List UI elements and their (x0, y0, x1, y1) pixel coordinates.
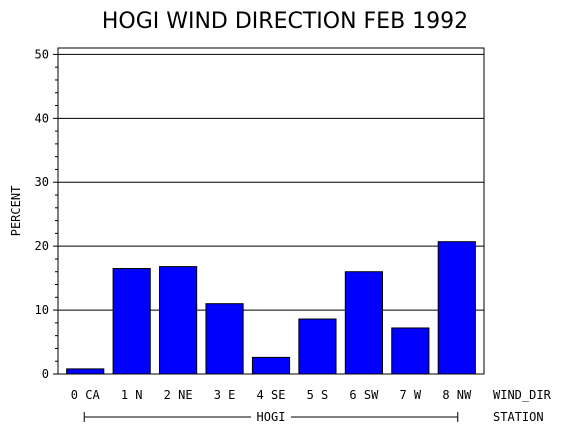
station-group-label: HOGI (257, 410, 286, 424)
bar (251, 356, 291, 375)
station-group-axis (83, 412, 459, 422)
bar (159, 266, 198, 375)
station-axis-label: STATION (493, 410, 544, 424)
x-tick-label: 0 CA (71, 388, 101, 402)
x-axis-label: WIND_DIR (493, 388, 552, 402)
bars (66, 241, 476, 375)
y-axis: 0 10 20 30 40 50 (35, 47, 58, 381)
x-tick-label: 8 NW (442, 388, 472, 402)
bar (66, 368, 105, 375)
bar (112, 268, 151, 375)
y-tick-label: 50 (35, 47, 49, 61)
y-tick-label: 40 (35, 111, 49, 125)
bar (344, 271, 383, 375)
y-axis-label: PERCENT (9, 186, 23, 237)
gridlines (58, 53, 484, 311)
bar (298, 318, 337, 375)
y-tick-label: 20 (35, 239, 49, 253)
y-tick-label: 0 (42, 367, 49, 381)
x-tick-label: 6 SW (349, 388, 379, 402)
x-tick-label: 4 SE (257, 388, 286, 402)
bar (391, 327, 430, 375)
x-axis-tick-labels: 0 CA 1 N 2 NE 3 E 4 SE 5 S 6 SW 7 W 8 NW (71, 388, 472, 402)
x-tick-label: 1 N (121, 388, 143, 402)
chart-title: HOGI WIND DIRECTION FEB 1992 (102, 9, 468, 34)
x-tick-label: 5 S (307, 388, 329, 402)
y-tick-label: 10 (35, 303, 49, 317)
x-tick-label: 7 W (399, 388, 421, 402)
x-tick-label: 3 E (214, 388, 236, 402)
y-tick-label: 30 (35, 175, 49, 189)
bar (205, 303, 244, 375)
x-tick-label: 2 NE (164, 388, 193, 402)
bar (437, 241, 476, 375)
plot-frame (57, 47, 485, 375)
